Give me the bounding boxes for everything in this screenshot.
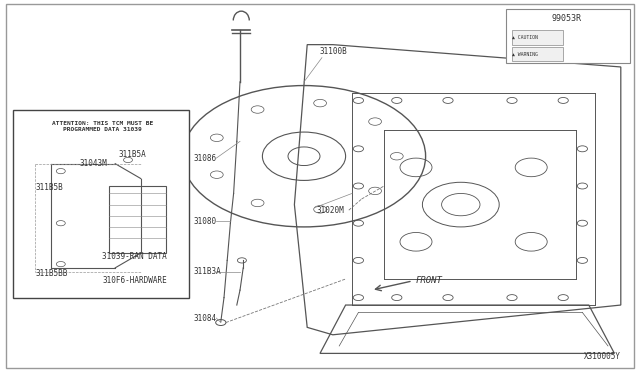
Text: 311B3A: 311B3A [194,267,221,276]
Bar [512,46,563,61]
Text: 31039-RAN DATA: 31039-RAN DATA [102,252,167,261]
Text: FRONT: FRONT [416,276,443,285]
Bar [109,186,166,253]
Text: 31043M: 31043M [80,159,108,168]
Text: 311B5B: 311B5B [35,183,63,192]
Bar [512,30,563,45]
Text: 31020M: 31020M [317,206,344,215]
Text: X310005Y: X310005Y [584,352,621,361]
Text: 99053R: 99053R [552,14,581,23]
Text: 31086: 31086 [194,154,217,163]
Text: ▲ WARNING: ▲ WARNING [512,51,538,57]
Text: ▲ CAUTION: ▲ CAUTION [512,35,538,40]
Text: 31084: 31084 [194,314,217,323]
Text: 311B5A: 311B5A [118,150,146,159]
Text: ATTENTION: THIS TCM MUST BE
PROGRAMMED DATA 31039: ATTENTION: THIS TCM MUST BE PROGRAMMED D… [52,121,153,132]
Text: 31080: 31080 [194,217,217,226]
Text: 310F6-HARDWARE: 310F6-HARDWARE [102,276,167,285]
Text: 31100B: 31100B [320,47,348,56]
Bar [506,9,630,63]
Bar [13,110,189,298]
Text: 311B5BB: 311B5BB [35,269,68,278]
